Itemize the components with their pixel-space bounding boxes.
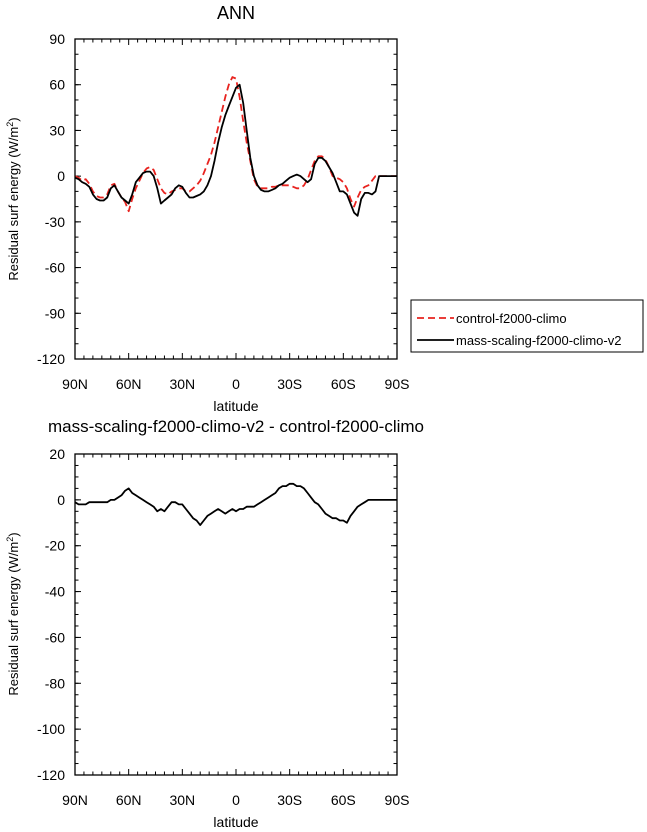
x-tick-label: 30N xyxy=(169,376,195,392)
series-line-control-f2000-climo xyxy=(74,76,397,213)
x-tick-label: 60S xyxy=(331,792,356,808)
y-tick-label: -80 xyxy=(45,675,65,691)
top-plot-frame xyxy=(74,38,398,360)
x-tick-label: 30N xyxy=(169,792,195,808)
x-tick-label: 90S xyxy=(385,792,410,808)
top-panel: ANN 90N 60N 30N 0 30S 60S 90S 90 60 30 0 -30 -60 -90 -… xyxy=(5,3,644,414)
y-tick-label: 90 xyxy=(49,31,65,47)
legend-label-mass-scaling: mass-scaling-f2000-climo-v2 xyxy=(456,333,621,348)
y-tick-label: -20 xyxy=(45,538,65,554)
x-tick-label: 60S xyxy=(331,376,356,392)
series-line-mass-scaling-f2000-climo-v2 xyxy=(74,83,397,217)
bottom-x-axis-label: latitude xyxy=(213,814,258,830)
y-tick-label: -90 xyxy=(45,305,65,321)
y-tick-label: -120 xyxy=(37,351,65,367)
y-tick-label: -60 xyxy=(45,260,65,276)
y-tick-label: 60 xyxy=(49,77,65,93)
series-line-difference-0 xyxy=(74,482,397,526)
x-tick-label: 0 xyxy=(232,792,240,808)
x-tick-label: 30S xyxy=(277,792,302,808)
y-tick-label: -100 xyxy=(37,721,65,737)
x-tick-label: 30S xyxy=(277,376,302,392)
y-tick-label: -60 xyxy=(45,629,65,645)
bottom-panel: mass-scaling-f2000-climo-v2 - control-f2… xyxy=(5,417,424,830)
bottom-panel-title: mass-scaling-f2000-climo-v2 - control-f2… xyxy=(48,417,424,436)
bottom-plot-frame xyxy=(74,453,398,776)
x-tick-label: 60N xyxy=(116,792,142,808)
legend: control-f2000-climo mass-scaling-f2000-c… xyxy=(410,299,644,353)
x-tick-label: 60N xyxy=(116,376,142,392)
legend-label-control: control-f2000-climo xyxy=(456,311,567,326)
top-y-axis-label: Residual surf energy (W/m2) xyxy=(5,117,21,280)
y-tick-label: -120 xyxy=(37,767,65,783)
top-x-axis-label: latitude xyxy=(213,398,258,414)
x-tick-label: 90S xyxy=(385,376,410,392)
y-tick-label: 0 xyxy=(57,492,65,508)
y-tick-label: 0 xyxy=(57,168,65,184)
y-tick-label: 20 xyxy=(49,446,65,462)
y-tick-label: -40 xyxy=(45,584,65,600)
x-tick-label: 90N xyxy=(62,792,88,808)
y-tick-label: 30 xyxy=(49,122,65,138)
bottom-y-axis-label: Residual surf energy (W/m2) xyxy=(5,532,21,695)
top-panel-title: ANN xyxy=(217,3,255,23)
y-tick-label: -30 xyxy=(45,214,65,230)
x-tick-label: 0 xyxy=(232,376,240,392)
legend-box xyxy=(410,299,644,353)
x-tick-label: 90N xyxy=(62,376,88,392)
